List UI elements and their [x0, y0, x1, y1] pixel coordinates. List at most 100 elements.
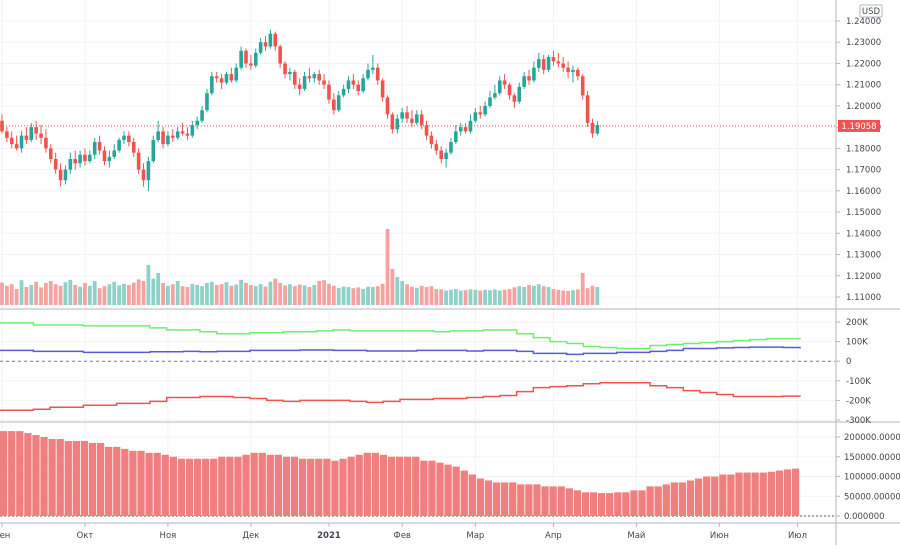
histogram-bar: [412, 456, 420, 516]
volume-bar: [53, 284, 58, 305]
indicator-axis-lines[interactable]: 200K 100K 0 -100K -200K -300K: [836, 318, 871, 426]
indicator-tick-label: -300K: [846, 416, 871, 426]
candle: [297, 78, 302, 96]
volume-bar: [385, 229, 390, 305]
candle: [361, 74, 365, 94]
time-tick-label: Мар: [466, 531, 484, 541]
histogram-bar: [202, 458, 210, 516]
candles: [0, 29, 600, 191]
indicator-pane-lines[interactable]: [0, 322, 835, 411]
histogram-tick-label: 0.000000: [844, 512, 885, 522]
histogram-bar: [274, 454, 283, 516]
candle: [551, 50, 556, 66]
histogram-bar: [323, 458, 331, 516]
candle: [249, 54, 253, 70]
candle: [224, 71, 229, 85]
histogram-bar: [24, 433, 32, 516]
histogram-bar: [105, 446, 113, 516]
time-axis[interactable]: Сен Окт Ноя Дек 2021 Фев Мар Апр Май Июн Июл: [0, 523, 807, 541]
volume-bar: [546, 287, 551, 305]
volume-bar: [580, 273, 585, 305]
volume-bar: [234, 284, 239, 305]
volume-bar: [307, 287, 312, 305]
histogram-bar: [40, 437, 48, 516]
volume-bar: [380, 283, 385, 305]
candle: [449, 137, 453, 155]
candle: [244, 48, 248, 68]
candle: [97, 135, 102, 155]
price-pane[interactable]: [0, 29, 835, 305]
histogram-bar: [541, 486, 549, 516]
volume-bars: [0, 229, 600, 305]
candle: [19, 131, 24, 153]
histogram-bar: [355, 454, 363, 516]
histogram-bar: [791, 468, 800, 516]
candle: [585, 91, 590, 128]
volume-bar: [551, 289, 556, 305]
price-tick-label: 1.15000: [846, 208, 881, 218]
candle: [537, 52, 541, 72]
price-tick-label: 1.17000: [846, 166, 881, 176]
histogram-bar: [88, 442, 97, 516]
volume-bar: [424, 287, 429, 305]
volume-bar: [68, 279, 73, 305]
indicator-pane-histogram[interactable]: [0, 431, 835, 517]
volume-bar: [522, 287, 527, 305]
volume-bar: [375, 286, 380, 305]
histogram-bar: [395, 456, 404, 516]
volume-bar: [268, 281, 273, 305]
volume-bar: [214, 285, 219, 305]
histogram-bar: [0, 431, 8, 516]
candle: [473, 108, 478, 123]
candle: [546, 54, 551, 72]
volume-bar: [405, 284, 409, 305]
price-tick-label: 1.18000: [846, 144, 881, 154]
candle: [117, 137, 121, 153]
volume-bar: [395, 277, 400, 305]
volume-bar: [224, 282, 229, 305]
candle: [49, 144, 53, 164]
candle: [29, 122, 34, 143]
volume-bar: [478, 290, 483, 305]
candle: [439, 146, 443, 164]
volume-bar: [346, 287, 351, 305]
volume-bar: [473, 289, 478, 305]
volume-bar: [141, 281, 146, 305]
volume-bar: [429, 286, 434, 305]
volume-bar: [351, 288, 356, 305]
histogram-bar: [420, 460, 428, 516]
volume-bar: [117, 285, 122, 305]
volume-bar: [327, 283, 331, 305]
indicator-line-1: [0, 346, 801, 356]
time-tick-label: Июл: [788, 531, 807, 541]
volume-bar: [483, 289, 488, 305]
candle: [68, 152, 73, 174]
volume-bar: [78, 286, 82, 305]
volume-bar: [502, 289, 507, 305]
candle: [92, 137, 97, 159]
volume-bar: [336, 287, 341, 305]
histogram-bar: [226, 456, 234, 516]
volume-bar: [151, 278, 156, 305]
indicator-axis-histogram[interactable]: 200000.000000 150000.000000 100000.000000 5…: [836, 433, 900, 522]
volume-bar: [258, 284, 263, 305]
histogram-bar: [517, 484, 525, 516]
histogram-bar: [315, 458, 323, 516]
volume-bar: [468, 289, 473, 305]
candle: [0, 114, 4, 134]
candle: [88, 150, 92, 164]
candle: [497, 76, 502, 96]
candle: [278, 44, 282, 68]
histogram-bar: [525, 484, 533, 516]
histogram-bar: [121, 448, 129, 516]
candle: [302, 71, 307, 92]
price-tick-label: 1.21000: [846, 81, 881, 91]
candle: [53, 152, 58, 174]
candle: [141, 163, 146, 187]
candle: [258, 37, 263, 55]
candle: [83, 148, 87, 166]
time-tick-label: Дек: [242, 531, 259, 541]
candle: [488, 91, 492, 109]
